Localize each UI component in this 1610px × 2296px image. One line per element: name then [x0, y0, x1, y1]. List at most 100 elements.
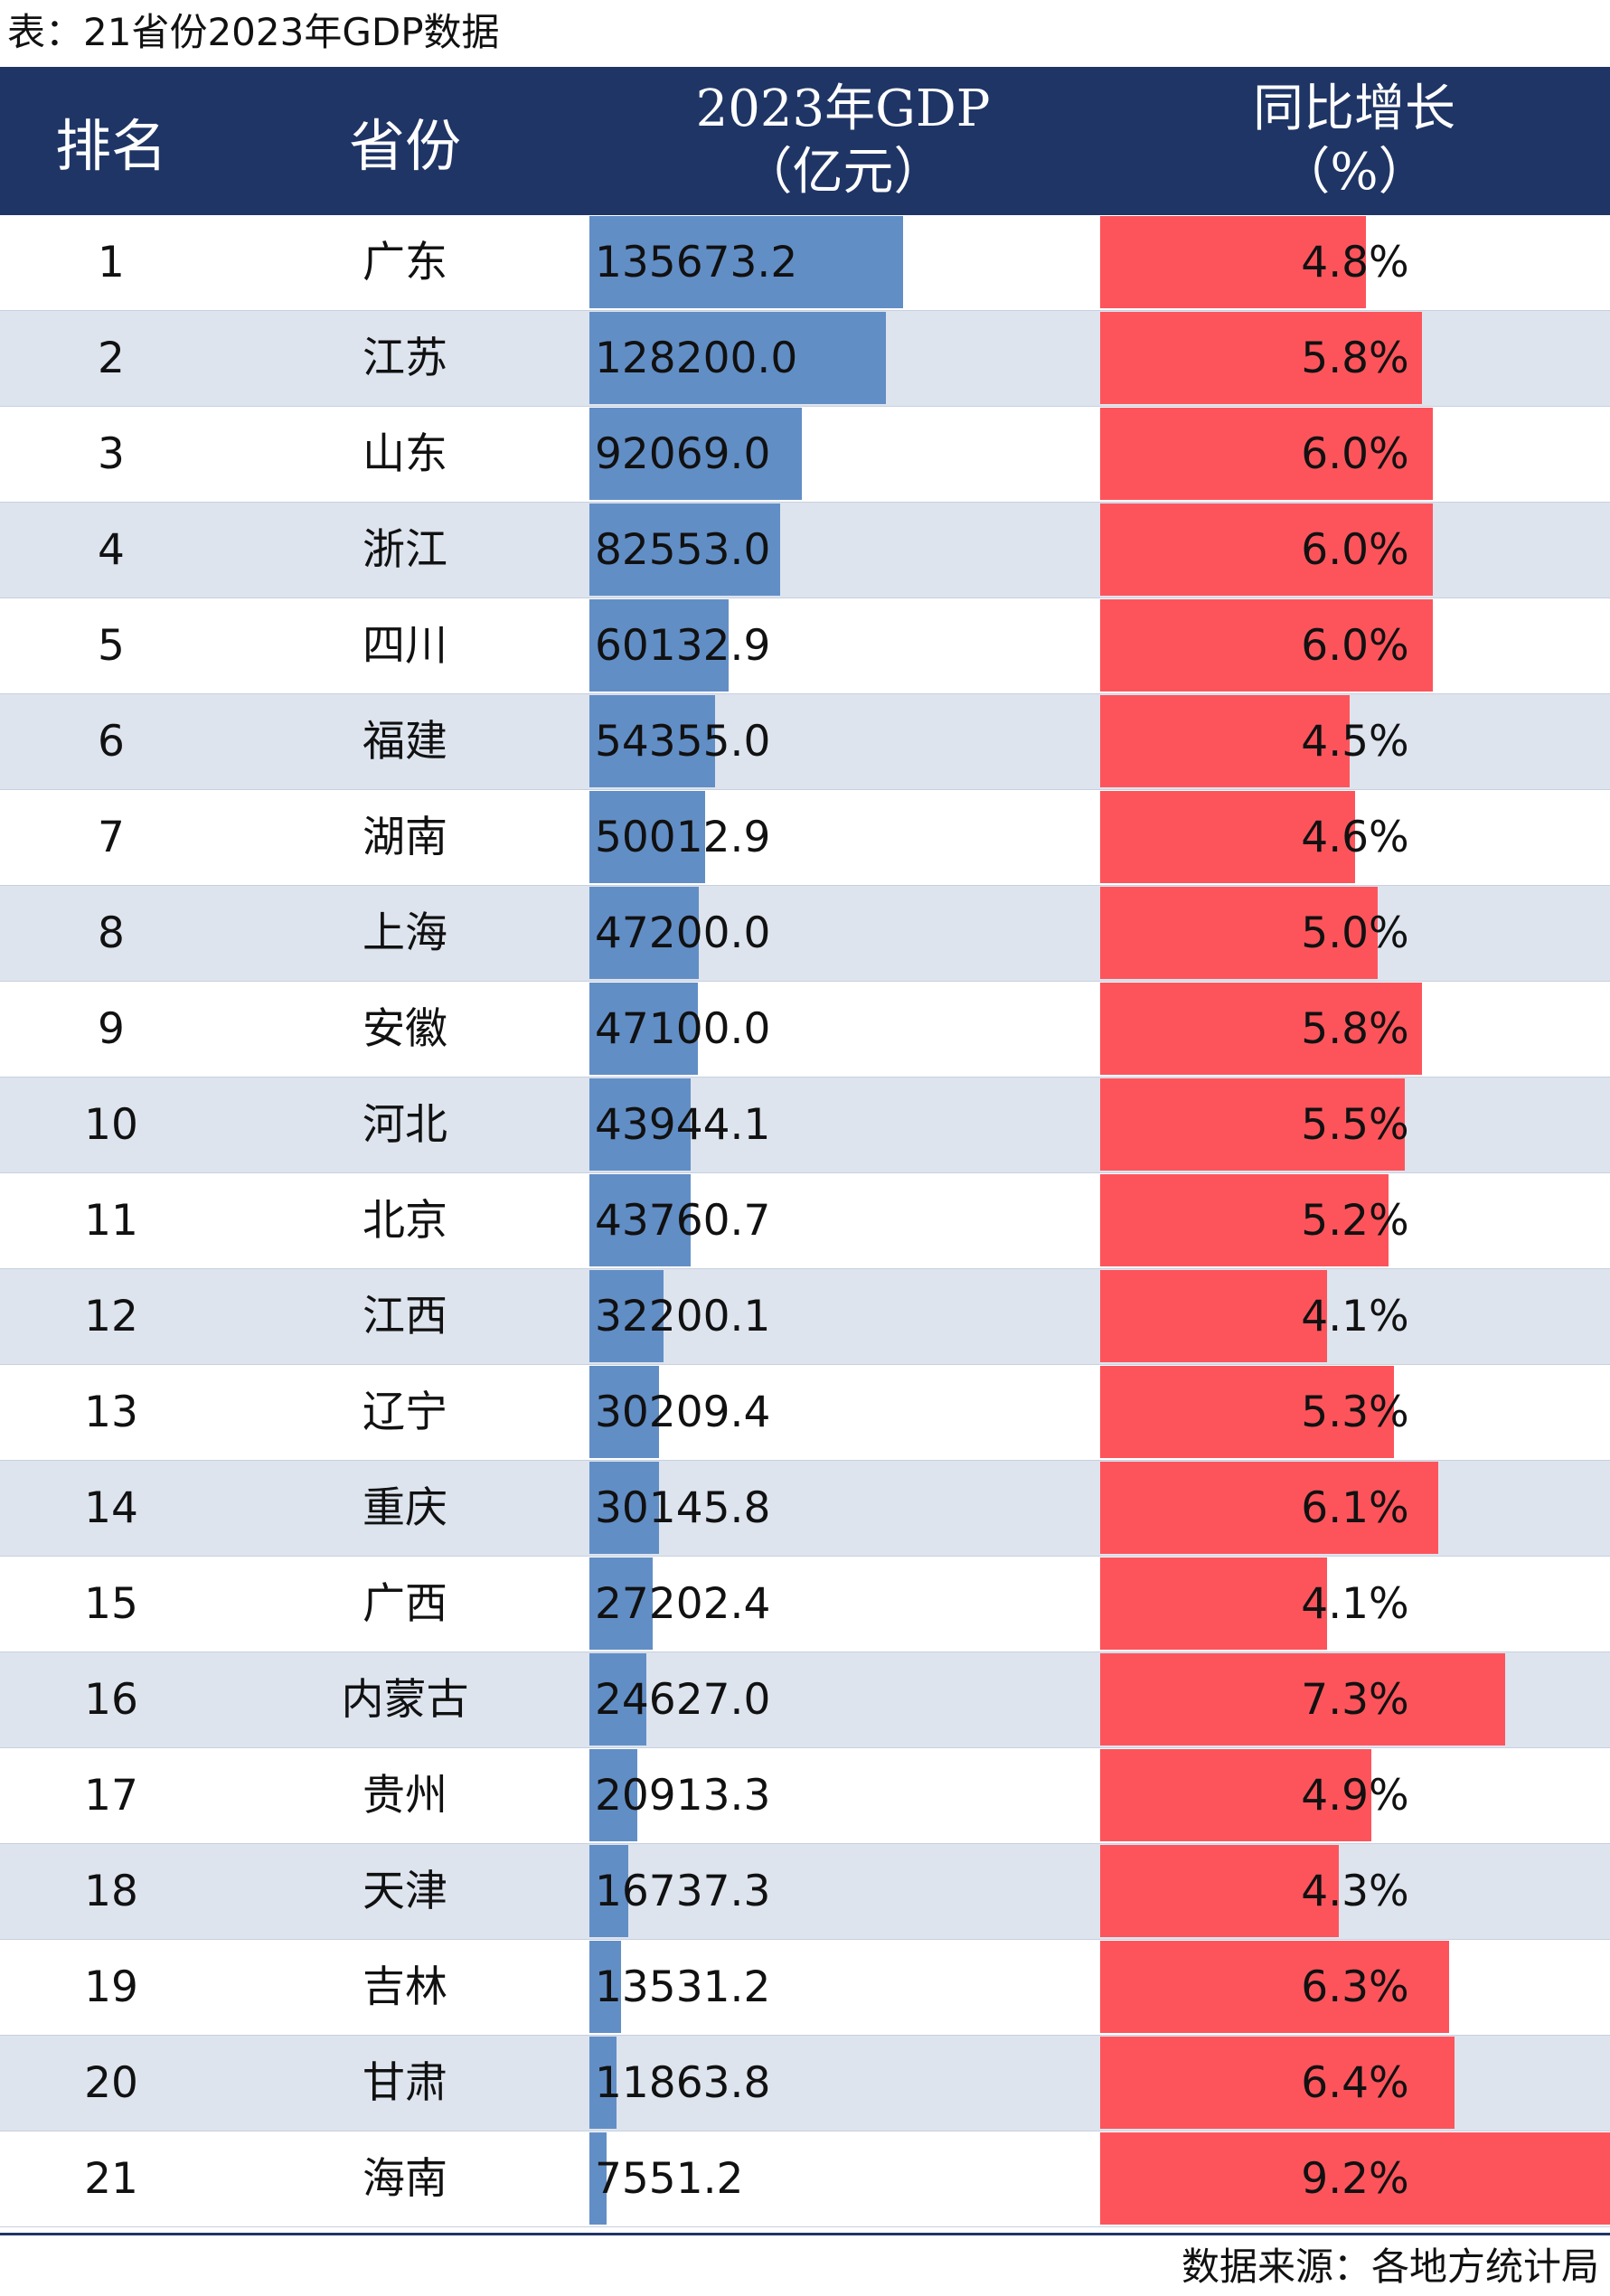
gdp-bar — [589, 1270, 664, 1362]
growth-bar — [1100, 312, 1422, 404]
gdp-value: 50012.9 — [595, 813, 771, 862]
header-gdp-line2: （亿元） — [741, 143, 945, 202]
province-cell: 浙江 — [362, 525, 447, 575]
growth-value: 6.0% — [1301, 429, 1409, 479]
growth-bar — [1100, 1174, 1389, 1266]
gdp-value: 54355.0 — [595, 717, 771, 767]
growth-bar — [1100, 695, 1350, 787]
header-province-label: 省份 — [348, 113, 461, 179]
province-cell: 上海 — [362, 908, 447, 958]
growth-bar — [1100, 1366, 1394, 1458]
gdp-bar — [589, 503, 780, 596]
province-cell: 甘肃 — [362, 2058, 447, 2108]
rank-cell: 13 — [84, 1388, 138, 1437]
province-cell: 四川 — [362, 621, 447, 671]
rank-cell: 4 — [98, 525, 125, 575]
gdp-value: 128200.0 — [595, 334, 798, 383]
growth-value: 4.1% — [1301, 1292, 1409, 1341]
rank-cell: 11 — [84, 1196, 138, 1246]
table-row: 3 山东 92069.0 6.0% — [0, 407, 1610, 503]
growth-value: 6.0% — [1301, 525, 1409, 575]
growth-value: 4.1% — [1301, 1579, 1409, 1629]
gdp-bar — [589, 1749, 637, 1841]
table-row: 15 广西 27202.4 4.1% — [0, 1557, 1610, 1652]
gdp-value: 30145.8 — [595, 1483, 771, 1533]
table-row: 2 江苏 128200.0 5.8% — [0, 311, 1610, 407]
growth-bar — [1100, 216, 1366, 308]
table-row: 4 浙江 82553.0 6.0% — [0, 503, 1610, 598]
province-cell: 广西 — [362, 1579, 447, 1629]
gdp-bar — [589, 1462, 659, 1554]
province-cell: 内蒙古 — [341, 1675, 469, 1725]
gdp-table: 排名 省份 2023年GDP （亿元） 同比增长 （%） 1 广东 135673.2… — [0, 67, 1610, 2227]
gdp-value: 7551.2 — [595, 2154, 744, 2204]
rank-cell: 8 — [98, 908, 125, 958]
growth-value: 6.4% — [1301, 2058, 1409, 2108]
gdp-bar — [589, 216, 903, 308]
growth-bar — [1100, 1078, 1405, 1171]
table-row: 19 吉林 13531.2 6.3% — [0, 1940, 1610, 2036]
table-row: 13 辽宁 30209.4 5.3% — [0, 1365, 1610, 1461]
rank-cell: 2 — [98, 334, 125, 383]
gdp-value: 47200.0 — [595, 908, 771, 958]
growth-bar — [1100, 983, 1422, 1075]
rank-cell: 7 — [98, 813, 125, 862]
gdp-bar — [589, 408, 802, 500]
rank-cell: 1 — [98, 238, 125, 287]
gdp-bar — [589, 312, 886, 404]
header-growth: 同比增长 （%） — [1098, 67, 1610, 215]
growth-bar — [1100, 887, 1378, 979]
gdp-value: 13531.2 — [595, 1962, 771, 2012]
growth-bar — [1100, 1462, 1438, 1554]
rank-cell: 10 — [84, 1100, 138, 1150]
growth-bar — [1100, 599, 1433, 692]
table-row: 1 广东 135673.2 4.8% — [0, 215, 1610, 311]
growth-value: 5.8% — [1301, 1004, 1409, 1054]
rank-cell: 18 — [84, 1867, 138, 1916]
header-growth-line1: 同比增长 — [1253, 80, 1455, 138]
table-row: 9 安徽 47100.0 5.8% — [0, 982, 1610, 1077]
growth-bar — [1100, 791, 1355, 883]
header-gdp-line1: 2023年GDP — [695, 80, 991, 138]
rank-cell: 19 — [84, 1962, 138, 2012]
province-cell: 重庆 — [362, 1483, 447, 1533]
gdp-value: 16737.3 — [595, 1867, 771, 1916]
province-cell: 湖南 — [362, 813, 447, 862]
growth-value: 4.8% — [1301, 238, 1409, 287]
header-growth-line2: （%） — [1279, 143, 1429, 202]
gdp-bar — [589, 1941, 621, 2033]
gdp-value: 11863.8 — [595, 2058, 771, 2108]
gdp-value: 92069.0 — [595, 429, 771, 479]
gdp-value: 32200.1 — [595, 1292, 771, 1341]
table-row: 5 四川 60132.9 6.0% — [0, 598, 1610, 694]
gdp-value: 135673.2 — [595, 238, 798, 287]
province-cell: 安徽 — [362, 1004, 447, 1054]
gdp-value: 43944.1 — [595, 1100, 771, 1150]
province-cell: 辽宁 — [362, 1388, 447, 1437]
table-caption: 表：21省份2023年GDP数据 — [7, 10, 500, 54]
growth-value: 9.2% — [1301, 2154, 1409, 2204]
province-cell: 广东 — [362, 238, 447, 287]
gdp-value: 20913.3 — [595, 1771, 771, 1821]
rank-cell: 6 — [98, 717, 125, 767]
gdp-value: 60132.9 — [595, 621, 771, 671]
table-row: 10 河北 43944.1 5.5% — [0, 1077, 1610, 1173]
province-cell: 天津 — [362, 1867, 447, 1916]
gdp-bar — [589, 2132, 607, 2225]
table-row: 14 重庆 30145.8 6.1% — [0, 1461, 1610, 1557]
header-rank-label: 排名 — [54, 113, 167, 179]
growth-bar — [1100, 2037, 1455, 2129]
growth-bar — [1100, 2132, 1610, 2225]
rank-cell: 9 — [98, 1004, 125, 1054]
growth-value: 5.5% — [1301, 1100, 1409, 1150]
province-cell: 山东 — [362, 429, 447, 479]
gdp-bar — [589, 1845, 628, 1937]
gdp-bar — [589, 695, 715, 787]
province-cell: 北京 — [362, 1196, 447, 1246]
table-row: 17 贵州 20913.3 4.9% — [0, 1748, 1610, 1844]
gdp-bar — [589, 887, 699, 979]
growth-value: 4.6% — [1301, 813, 1409, 862]
gdp-bar — [589, 1653, 646, 1746]
gdp-bar — [589, 2037, 617, 2129]
growth-value: 5.2% — [1301, 1196, 1409, 1246]
